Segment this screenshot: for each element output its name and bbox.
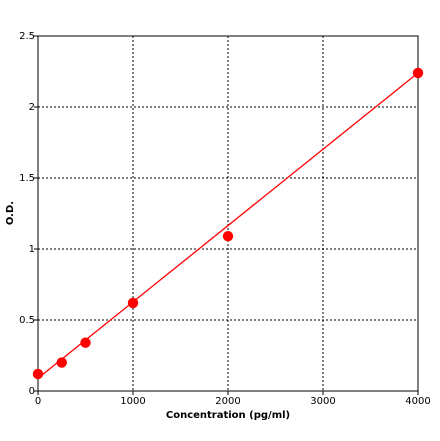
data-point — [56, 357, 67, 368]
x-tick-label: 4000 — [405, 396, 430, 407]
y-tick-label: 1.5 — [19, 173, 35, 184]
data-point — [127, 297, 139, 309]
fit-line — [37, 72, 419, 379]
y-tick-label: 1 — [29, 244, 35, 255]
x-tick-label: 0 — [35, 396, 41, 407]
y-axis-title: O.D. — [5, 201, 16, 225]
x-tick-label: 1000 — [120, 396, 145, 407]
x-tick-label: 3000 — [310, 396, 335, 407]
y-tick-label: 2.5 — [19, 31, 35, 42]
fit-line-group — [37, 72, 419, 379]
data-point — [222, 231, 234, 242]
data-point — [412, 67, 424, 79]
x-tick-label: 2000 — [215, 396, 240, 407]
data-point — [32, 368, 44, 380]
data-points — [32, 67, 424, 380]
ticks: 0 1000 2000 3000 4000 0 0.5 1 1.5 2 2.5 — [19, 31, 431, 407]
y-tick-label: 0 — [29, 386, 35, 397]
x-axis-title: Concentration (pg/ml) — [166, 410, 290, 421]
y-tick-label: 2 — [29, 102, 35, 113]
y-tick-label: 0.5 — [19, 315, 35, 326]
data-point — [80, 337, 91, 348]
grid-lines — [38, 36, 418, 391]
